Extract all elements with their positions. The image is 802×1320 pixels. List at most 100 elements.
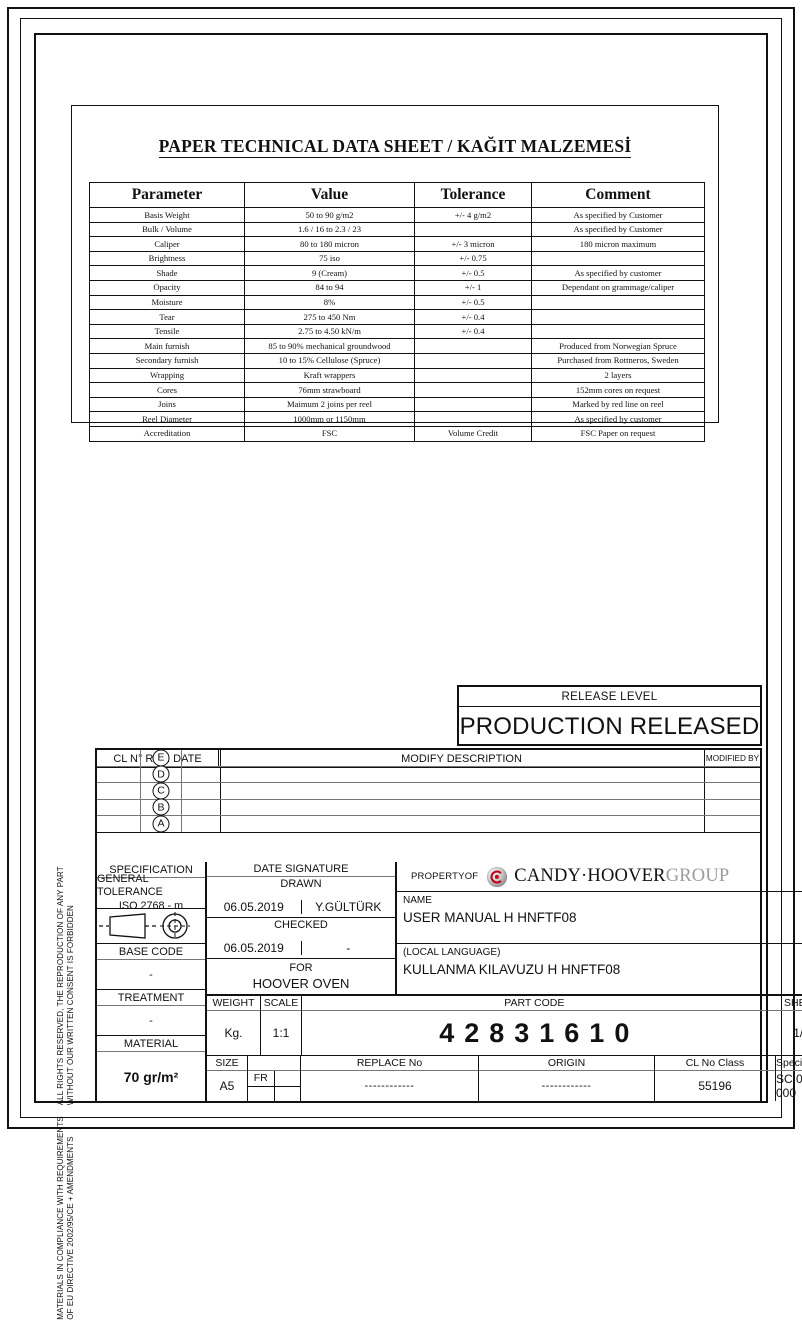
table-cell: +/- 4 g/m2 (414, 207, 532, 223)
date-signature-label: DATE SIGNATURE (207, 862, 395, 877)
table-cell: 80 to 180 micron (244, 236, 415, 252)
revision-letter: E (152, 749, 170, 767)
table-cell (414, 396, 532, 413)
table-row: Secondary furnish 10 to 15% Cellulose (Sp… (89, 352, 705, 369)
part-code-row: WEIGHT Kg. SCALE 1:1 PART CODE 42831610 … (207, 996, 802, 1056)
table-cell: +/- 0.4 (414, 309, 532, 325)
release-level-status: PRODUCTION RELEASED (459, 712, 760, 740)
for-value: HOOVER OVEN (252, 976, 350, 991)
table-row: Main furnish 85 to 90% mechanical groundw… (89, 338, 705, 354)
column-header-tolerance: Tolerance (414, 182, 532, 208)
sheet-value: 1/1 (793, 1026, 802, 1040)
revision-cl-no (97, 766, 141, 782)
property-of-label: PROPERTYOF (411, 871, 479, 882)
cl-no-class-value: 55196 (698, 1079, 732, 1093)
logo-text-dark: CANDY·HOOVER (514, 866, 666, 886)
table-cell: Cores (89, 382, 245, 398)
weight-value: Kg. (224, 1026, 243, 1040)
compliance-group-2: ALL RIGHTS RESERVED, THE REPRODUCTION OF… (56, 866, 76, 1105)
for-label: FOR (289, 962, 313, 974)
weight-cell: WEIGHT Kg. (207, 996, 261, 1055)
table-cell: Tensile (89, 323, 245, 340)
revision-row: E (97, 749, 760, 767)
sheet-cell: SHEET 1/1 (767, 996, 802, 1055)
table-row: Accreditation FSC Volume Credit FSC Paper o… (89, 425, 705, 442)
fr-value: FR (248, 1071, 275, 1086)
cl-no-class-cell: CL No Class 55196 (655, 1056, 776, 1101)
owner-name-column: PROPERTYOF CANDY·HOOVERGROUP NAME USER M… (397, 862, 802, 994)
datasheet-table: Parameter Value Tolerance Comment Basis … (89, 182, 705, 442)
logo-text-gray: GROUP (665, 866, 730, 886)
table-cell: FSC Paper on request (531, 425, 705, 442)
specification-code-label: Specification (776, 1056, 802, 1071)
base-code-value: - (97, 960, 205, 990)
table-cell: 85 to 90% mechanical groundwood (244, 338, 415, 354)
revision-description (221, 799, 705, 815)
replace-no-label: REPLACE No (301, 1056, 478, 1071)
table-cell: 275 to 450 Nm (244, 309, 415, 325)
page-outer-border (7, 7, 795, 1129)
revision-cl-no (97, 783, 141, 799)
table-cell: Caliper (89, 236, 245, 252)
size-value: A5 (219, 1079, 235, 1093)
revision-row: C (97, 782, 760, 800)
local-language-cell: (LOCAL LANGUAGE) KULLANMA KILAVUZU H HNF… (397, 944, 802, 995)
table-cell: Purchased from Rottneros, Sweden (531, 352, 705, 369)
table-cell: 180 micron maximum (531, 236, 705, 252)
table-cell: +/- 0.75 (414, 250, 532, 267)
table-row: Tear 275 to 450 Nm +/- 0.4 (89, 309, 705, 325)
projection-symbol-cell (97, 909, 205, 944)
treatment-label: TREATMENT (97, 990, 205, 1006)
table-cell: As specified by customer (531, 265, 705, 281)
cl-no-class-label: CL No Class (655, 1056, 775, 1071)
revision-date (182, 766, 221, 782)
drawn-date: 06.05.2019 (207, 900, 302, 914)
specification-code-value: SC 000-000 (776, 1072, 802, 1100)
table-cell: As specified by Customer (531, 221, 705, 238)
table-cell: Basis Weight (89, 207, 245, 223)
table-cell: +/- 0.5 (414, 294, 532, 311)
table-row: Cores 76mm strawboard 152mm cores on reque… (89, 382, 705, 398)
table-cell: 152mm cores on request (531, 382, 705, 398)
name-label: NAME (403, 895, 432, 906)
revision-modified-by (705, 750, 760, 766)
revision-letter-cell: E (141, 749, 182, 767)
revision-description (221, 766, 705, 782)
specification-code-cell: Specification SC 000-000 (776, 1056, 802, 1101)
name-value: USER MANUAL H HNFTF08 (403, 910, 577, 925)
candy-hoover-wordmark: CANDY·HOOVERGROUP (514, 866, 729, 887)
revision-letter-cell: B (141, 798, 182, 816)
table-cell: Marked by red line on reel (531, 396, 705, 413)
table-cell: Shade (89, 265, 245, 281)
table-cell (531, 309, 705, 325)
material-value: 70 gr/m² (123, 1068, 179, 1085)
fr-cell-empty-2 (248, 1086, 275, 1101)
table-cell: +/- 0.5 (414, 265, 532, 281)
origin-value: ------------ (541, 1080, 592, 1092)
table-cell: FSC (244, 425, 415, 442)
table-row: Wrapping Kraft wrappers 2 layers (89, 367, 705, 384)
revision-row: B (97, 798, 760, 816)
revision-date (182, 816, 221, 832)
table-row: Brightness 75 iso +/- 0.75 (89, 250, 705, 267)
table-cell: 76mm strawboard (244, 382, 415, 398)
checked-block: CHECKED 06.05.2019 - (207, 918, 395, 959)
column-header-comment: Comment (531, 182, 705, 208)
revision-date (182, 750, 221, 766)
base-code-label: BASE CODE (97, 944, 205, 960)
material-label: MATERIAL (97, 1036, 205, 1052)
table-cell (414, 221, 532, 238)
compliance-notice: MATERIALS IN COMPLIANCE WITH REQUIREMENT… (40, 748, 92, 1320)
table-row: Joins Maimum 2 joins per reel Marked by re… (89, 396, 705, 413)
size-cell: SIZE A5 (207, 1056, 248, 1101)
table-cell: 84 to 94 (244, 279, 415, 296)
revision-date (182, 783, 221, 799)
table-cell: Secondary furnish (89, 352, 245, 369)
table-cell: Moisture (89, 294, 245, 311)
drawn-label: DRAWN (280, 878, 322, 890)
table-cell: Bulk / Volume (89, 221, 245, 238)
table-cell: +/- 0.4 (414, 323, 532, 340)
table-cell: 2 layers (531, 367, 705, 384)
